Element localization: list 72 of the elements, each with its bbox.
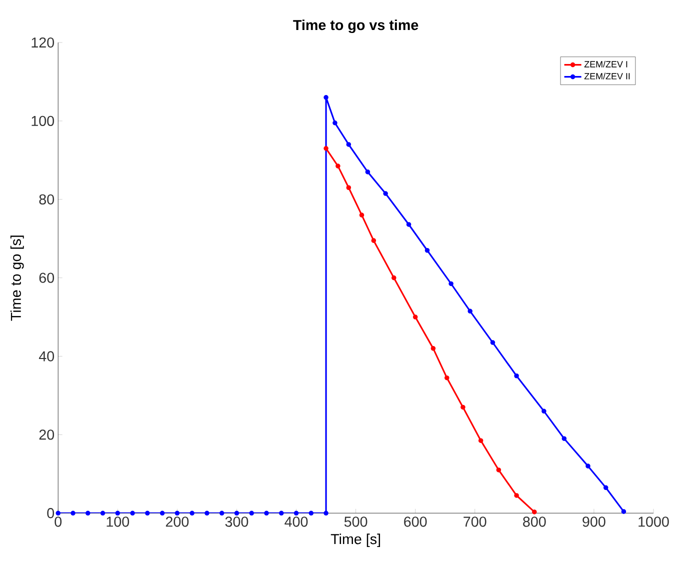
- point: [603, 485, 608, 490]
- point: [383, 190, 388, 196]
- point: [586, 464, 590, 468]
- x-tick-label: 900: [582, 516, 606, 527]
- point: [249, 510, 254, 516]
- point: [115, 510, 120, 516]
- point: [514, 373, 519, 378]
- x-tick-label: 700: [464, 516, 486, 527]
- y-tick-label: 60: [39, 272, 54, 283]
- y-tick-label: 20: [39, 429, 54, 440]
- point: [406, 222, 412, 227]
- point: [365, 169, 370, 174]
- point: [100, 510, 106, 516]
- point: [160, 510, 165, 516]
- point: [468, 308, 472, 314]
- x-tick-label: 0: [54, 516, 62, 527]
- point: [308, 510, 314, 516]
- point: [234, 510, 240, 516]
- y-tick-label: 80: [39, 194, 54, 204]
- x-tick-label: 1000: [638, 516, 669, 527]
- x-axis-title: Time [s]: [330, 534, 380, 547]
- legend-label: ZEM/ZEV I: [584, 60, 628, 68]
- point: [412, 314, 418, 320]
- point: [430, 346, 436, 351]
- y-tick-label: 120: [32, 37, 54, 48]
- point: [324, 146, 328, 151]
- point: [562, 436, 567, 441]
- point: [346, 185, 352, 190]
- point: [324, 94, 328, 100]
- point: [174, 510, 180, 516]
- point: [448, 281, 454, 286]
- point: [204, 510, 210, 516]
- point: [542, 408, 546, 414]
- x-tick-label: 100: [106, 516, 130, 527]
- point: [371, 238, 376, 243]
- point: [514, 492, 519, 498]
- point: [346, 142, 352, 147]
- point: [532, 509, 537, 514]
- point: [130, 510, 135, 516]
- x-tick-label: 800: [523, 516, 546, 527]
- point: [85, 510, 90, 516]
- point: [336, 164, 340, 168]
- point: [324, 510, 328, 516]
- chart-title: Time to go vs time: [293, 19, 418, 33]
- point: [444, 375, 450, 380]
- point: [278, 510, 284, 516]
- point: [145, 510, 150, 516]
- y-tick-label: 40: [38, 351, 54, 362]
- point: [264, 510, 269, 516]
- y-tick-label: 100: [32, 116, 54, 126]
- x-tick-label: 500: [344, 516, 368, 527]
- y-axis-title: Time to go [s]: [10, 236, 24, 321]
- point: [294, 510, 299, 516]
- point: [496, 467, 502, 472]
- point: [332, 120, 338, 126]
- point: [359, 212, 364, 218]
- x-tick-label: 200: [166, 516, 189, 527]
- point: [190, 510, 194, 516]
- point: [460, 404, 466, 410]
- point: [621, 509, 626, 514]
- point: [392, 275, 396, 280]
- x-tick-label: 400: [284, 516, 308, 527]
- x-tick-label: 600: [404, 516, 427, 527]
- legend-label: ZEM/ZEV II: [584, 72, 630, 80]
- point: [478, 438, 484, 443]
- point: [70, 510, 76, 516]
- point: [219, 510, 224, 516]
- point: [56, 510, 61, 516]
- point: [490, 340, 496, 345]
- point: [424, 248, 430, 253]
- x-tick-label: 300: [225, 516, 248, 527]
- y-tick-label: 0: [47, 508, 54, 518]
